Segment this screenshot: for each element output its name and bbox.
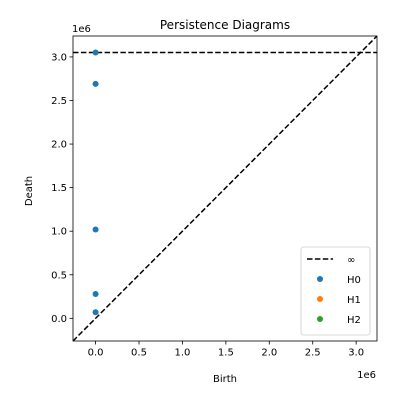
legend: ∞ H0 H1 H2 bbox=[301, 247, 370, 335]
x-tick-label: 2.0 bbox=[261, 348, 277, 359]
y-tick-label: 0.0 bbox=[51, 314, 67, 325]
legend-h0-label: H0 bbox=[347, 275, 361, 286]
legend-h1-label: H1 bbox=[347, 295, 361, 306]
y-axis-offset-label: 1e6 bbox=[72, 24, 91, 35]
legend-h0-swatch bbox=[317, 276, 323, 282]
x-tick-label: 0.0 bbox=[88, 348, 104, 359]
x-tick-label: 3.0 bbox=[348, 348, 364, 359]
point-h0-0 bbox=[93, 309, 99, 315]
chart-title: Persistence Diagrams bbox=[160, 18, 290, 32]
legend-h1-swatch bbox=[317, 296, 323, 302]
x-tick-label: 0.5 bbox=[131, 348, 147, 359]
x-axis-title: Birth bbox=[213, 374, 237, 385]
point-h0-1 bbox=[93, 291, 99, 297]
x-axis-offset-label: 1e6 bbox=[357, 370, 376, 381]
legend-infinity-label: ∞ bbox=[347, 255, 355, 266]
y-axis-title: Death bbox=[24, 176, 35, 206]
x-tick-label: 1.0 bbox=[174, 348, 190, 359]
point-h0-2 bbox=[93, 226, 99, 232]
x-tick-label: 1.5 bbox=[218, 348, 234, 359]
y-tick-label: 2.0 bbox=[51, 140, 67, 151]
y-tick-label: 0.5 bbox=[51, 270, 67, 281]
y-tick-label: 2.5 bbox=[51, 96, 67, 107]
y-tick-label: 1.5 bbox=[51, 183, 67, 194]
point-h0-3 bbox=[93, 81, 99, 87]
legend-h2-label: H2 bbox=[347, 315, 361, 326]
point-h0-4 bbox=[93, 50, 99, 56]
y-tick-label: 1.0 bbox=[51, 227, 67, 238]
legend-h2-swatch bbox=[317, 316, 323, 322]
y-tick-label: 3.0 bbox=[51, 52, 67, 63]
x-tick-label: 2.5 bbox=[305, 348, 321, 359]
